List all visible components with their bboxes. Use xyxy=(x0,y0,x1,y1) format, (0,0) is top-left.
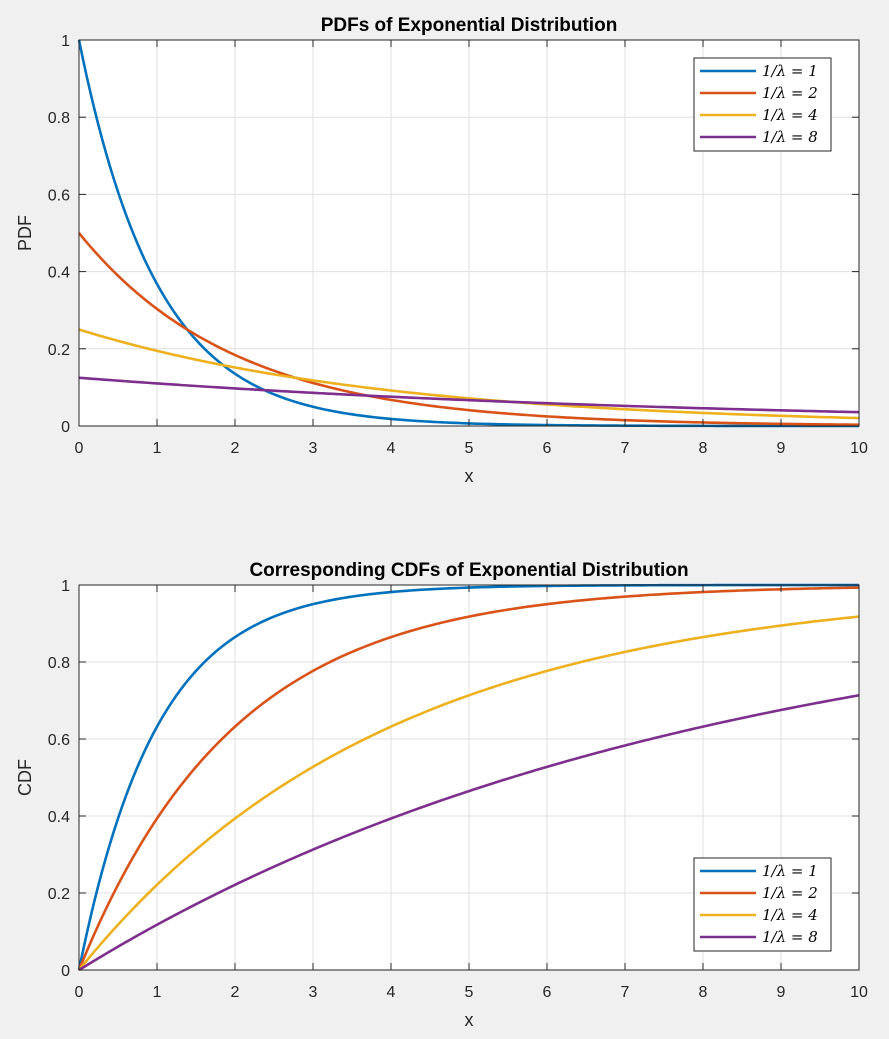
x-tick-label: 2 xyxy=(231,984,240,1001)
x-axis-label: x xyxy=(465,1010,474,1030)
x-tick-label: 2 xyxy=(231,440,240,457)
chart-title: PDFs of Exponential Distribution xyxy=(321,15,618,36)
legend-label-3: 1/λ = 4 xyxy=(762,106,818,124)
legend: 1/λ = 1 1/λ = 2 1/λ = 4 1/λ = 8 xyxy=(693,57,832,152)
chart-1: 0 1 2 3 4 5 6 7 8 9 10 0 0.2 0.4 0.6 0.8 1 PDFs of Expone… xyxy=(15,15,868,486)
legend-label-4: 1/λ = 8 xyxy=(762,928,818,946)
legend-label-2: 1/λ = 2 xyxy=(762,84,818,102)
series-line-4 xyxy=(78,376,860,414)
y-tick-label: 0 xyxy=(61,963,70,980)
x-tick-label: 9 xyxy=(777,984,786,1001)
x-tick-label: 8 xyxy=(699,984,708,1001)
chart-2: 0 1 2 3 4 5 6 7 8 9 10 0 0.2 0.4 0.6 0.8 1 Corresponding … xyxy=(15,560,868,1030)
series-line-2 xyxy=(77,586,860,971)
y-tick-label: 1 xyxy=(61,578,70,595)
x-tick-label: 3 xyxy=(309,440,318,457)
legend-label-2: 1/λ = 2 xyxy=(762,884,818,902)
legend-label-1: 1/λ = 1 xyxy=(762,62,818,80)
x-tick-label: 4 xyxy=(387,440,396,457)
x-tick-label: 9 xyxy=(777,440,786,457)
legend-box xyxy=(693,57,832,152)
x-axis-label: x xyxy=(465,466,474,486)
x-tick-label: 0 xyxy=(75,984,84,1001)
x-tick-label: 7 xyxy=(621,440,630,457)
legend: 1/λ = 1 1/λ = 2 1/λ = 4 1/λ = 8 xyxy=(693,857,832,952)
series-line-4 xyxy=(78,694,860,972)
x-tick-label: 5 xyxy=(465,440,474,457)
x-tick-label: 8 xyxy=(699,440,708,457)
x-tick-label: 6 xyxy=(543,984,552,1001)
x-tick-label: 6 xyxy=(543,440,552,457)
x-tick-label: 1 xyxy=(153,440,162,457)
legend-label-3: 1/λ = 4 xyxy=(762,906,818,924)
y-tick-label: 0.4 xyxy=(48,265,70,282)
x-tick-label: 3 xyxy=(309,984,318,1001)
chart-title: Corresponding CDFs of Exponential Distri… xyxy=(249,560,688,581)
y-tick-label: 0.4 xyxy=(48,809,70,826)
y-tick-label: 0.6 xyxy=(48,732,70,749)
y-tick-label: 0.8 xyxy=(48,110,70,127)
x-tick-label: 1 xyxy=(153,984,162,1001)
series-line-2 xyxy=(77,232,860,426)
y-axis-label: PDF xyxy=(15,215,35,251)
series-line-3 xyxy=(77,615,860,971)
y-tick-label: 1 xyxy=(61,33,70,50)
x-tick-label: 4 xyxy=(387,984,396,1001)
y-tick-label: 0.2 xyxy=(48,886,70,903)
x-tick-label: 5 xyxy=(465,984,474,1001)
x-tick-label: 0 xyxy=(75,440,84,457)
y-axis-label: CDF xyxy=(15,759,35,796)
legend-box xyxy=(693,857,832,952)
y-tick-label: 0.8 xyxy=(48,655,70,672)
x-tick-label: 7 xyxy=(621,984,630,1001)
legend-label-4: 1/λ = 8 xyxy=(762,128,818,146)
x-tick-label: 10 xyxy=(850,440,868,457)
y-tick-label: 0 xyxy=(61,419,70,436)
x-tick-label: 10 xyxy=(850,984,868,1001)
y-tick-label: 0.2 xyxy=(48,342,70,359)
legend-label-1: 1/λ = 1 xyxy=(762,862,818,880)
y-tick-label: 0.6 xyxy=(48,187,70,204)
series-line-3 xyxy=(78,328,860,420)
